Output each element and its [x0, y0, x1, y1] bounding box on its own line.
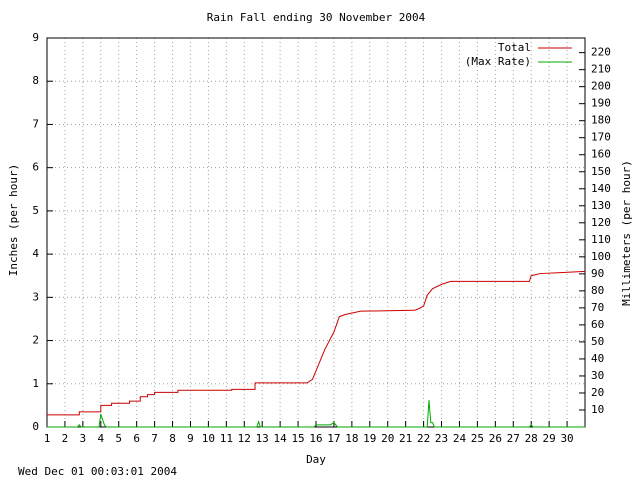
y2-tick-label: 140: [591, 182, 611, 195]
plot-frame: [46, 37, 586, 428]
x-tick-label: 20: [381, 432, 394, 445]
y2-tick-label: 190: [591, 97, 611, 110]
x-tick-label: 13: [256, 432, 269, 445]
y2-tick-label: 90: [591, 267, 604, 280]
y2-tick-label: 160: [591, 148, 611, 161]
x-tick-label: 2: [62, 432, 69, 445]
x-tick-label: 18: [345, 432, 358, 445]
y2-tick-label: 70: [591, 301, 604, 314]
y2-tick-label: 130: [591, 199, 611, 212]
x-tick-label: 26: [489, 432, 502, 445]
x-tick-label: 30: [560, 432, 573, 445]
y-tick-label: 1: [32, 377, 39, 390]
y2-tick-label: 200: [591, 80, 611, 93]
y-tick-label: 8: [32, 74, 39, 87]
y-tick-label: 7: [32, 117, 39, 130]
y-tick-label: 2: [32, 334, 39, 347]
x-tick-label: 9: [187, 432, 194, 445]
y2-tick-label: 80: [591, 284, 604, 297]
y2-tick-label: 20: [591, 386, 604, 399]
x-tick-label: 11: [220, 432, 233, 445]
x-tick-label: 23: [435, 432, 448, 445]
y2-tick-label: 180: [591, 114, 611, 127]
y-tick-label: 4: [32, 247, 39, 260]
x-tick-label: 1: [44, 432, 51, 445]
y-tick-label: 3: [32, 290, 39, 303]
x-tick-label: 21: [399, 432, 412, 445]
x-tick-label: 16: [309, 432, 322, 445]
series-line: [47, 270, 586, 416]
x-axis-label: Day: [306, 453, 326, 466]
y2-tick-label: 120: [591, 216, 611, 229]
x-tick-label: 3: [80, 432, 87, 445]
y2-tick-label: 150: [591, 165, 611, 178]
x-tick-label: 29: [543, 432, 556, 445]
x-tick-label: 4: [97, 432, 104, 445]
y-tick-label: 0: [32, 420, 39, 433]
x-tick-label: 19: [363, 432, 376, 445]
y2-tick-label: 50: [591, 335, 604, 348]
y2-tick-label: 30: [591, 369, 604, 382]
y2-tick-label: 100: [591, 250, 611, 263]
y-tick-label: 5: [32, 204, 39, 217]
x-tick-label: 22: [417, 432, 430, 445]
y2-tick-label: 110: [591, 233, 611, 246]
x-tick-label: 15: [291, 432, 304, 445]
footer: Wed Dec 01 00:03:01 2004: [18, 465, 177, 478]
x-tick-label: 27: [507, 432, 520, 445]
y-axis-label: Inches (per hour): [7, 164, 20, 277]
legend-label: (Max Rate): [465, 55, 531, 68]
x-tick-label: 24: [453, 432, 467, 445]
x-tick-label: 10: [202, 432, 215, 445]
y2-tick-label: 10: [591, 403, 604, 416]
y-tick-label: 9: [32, 31, 39, 44]
x-tick-label: 6: [133, 432, 140, 445]
y2-tick-label: 60: [591, 318, 604, 331]
y2-tick-label: 170: [591, 131, 611, 144]
x-tick-label: 12: [238, 432, 251, 445]
chart-title: Rain Fall ending 30 November 2004: [207, 11, 426, 24]
y2-tick-label: 210: [591, 63, 611, 76]
x-tick-label: 8: [169, 432, 176, 445]
x-tick-label: 25: [471, 432, 484, 445]
series-line: [47, 400, 585, 428]
y2-tick-label: 40: [591, 352, 604, 365]
y2-tick-label: 220: [591, 46, 611, 59]
y2-axis-label: Millimeters (per hour): [620, 160, 633, 306]
x-tick-label: 5: [115, 432, 122, 445]
y-tick-label: 6: [32, 161, 39, 174]
legend-label: Total: [498, 41, 531, 54]
x-tick-label: 14: [274, 432, 288, 445]
x-tick-label: 28: [525, 432, 538, 445]
x-tick-label: 7: [151, 432, 158, 445]
x-tick-label: 17: [327, 432, 340, 445]
